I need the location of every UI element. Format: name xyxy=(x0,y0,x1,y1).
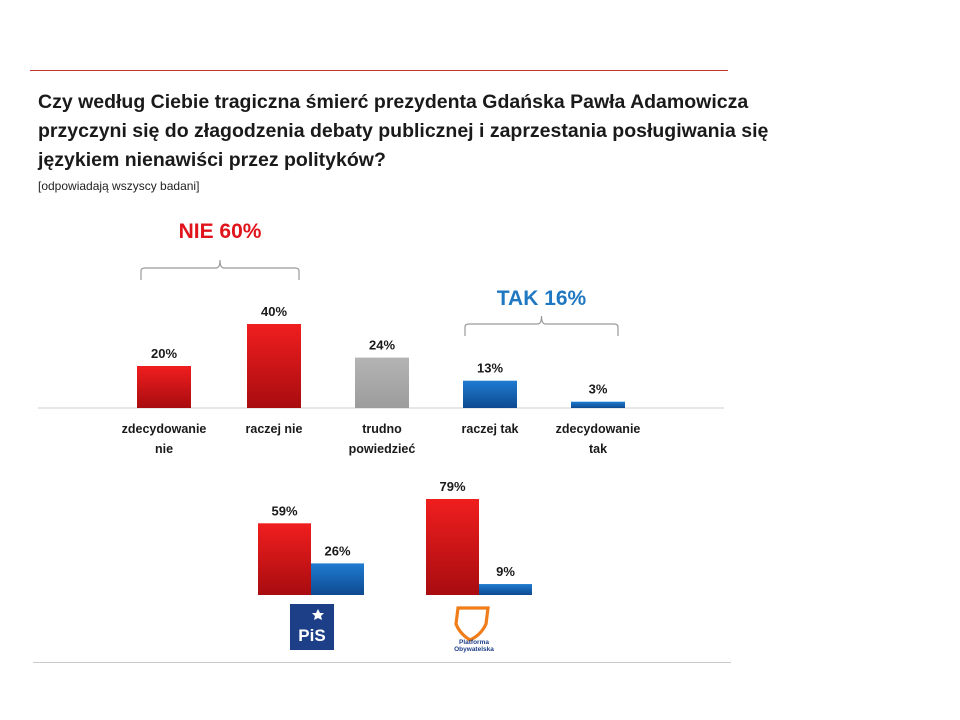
party-bar-0-1 xyxy=(311,563,364,595)
main-bar-value-4: 3% xyxy=(589,382,608,397)
main-category-label-0-1: nie xyxy=(155,442,173,456)
main-bar-value-3: 13% xyxy=(477,361,503,376)
po-logo-text-1: Obywatelska xyxy=(454,646,494,653)
main-category-label-4-1: tak xyxy=(589,442,607,456)
group-brace-1 xyxy=(464,315,619,336)
main-bar-value-0: 20% xyxy=(151,346,177,361)
main-category-label-2-1: powiedzieć xyxy=(349,442,416,456)
party-bar-1-1 xyxy=(479,584,532,595)
party-bar-0-0 xyxy=(258,523,311,595)
main-bar-0 xyxy=(137,366,191,408)
pis-eagle-mark xyxy=(312,609,324,620)
main-bar-1 xyxy=(247,324,301,408)
pis-logo-text: PiS xyxy=(298,626,325,645)
party-bar-value-0-1: 26% xyxy=(324,543,350,558)
main-category-label-3-0: raczej tak xyxy=(462,422,519,436)
top-divider xyxy=(30,70,728,71)
po-shield-icon xyxy=(454,606,490,642)
party-bar-value-1-1: 9% xyxy=(496,564,515,579)
pis-logo: PiS xyxy=(290,604,334,650)
bottom-divider xyxy=(33,662,731,663)
main-bar-4 xyxy=(571,401,625,408)
party-bar-1-0 xyxy=(426,499,479,595)
main-bar-value-2: 24% xyxy=(369,338,395,353)
party-bar-value-0-0: 59% xyxy=(271,503,297,518)
question-subtitle: [odpowiadają wszyscy badani] xyxy=(38,179,200,193)
main-category-label-0-0: zdecydowanie xyxy=(122,422,207,436)
group-label-1: TAK 16% xyxy=(497,287,587,310)
main-category-label-4-0: zdecydowanie xyxy=(556,422,641,436)
main-category-label-2-0: trudno xyxy=(362,422,402,436)
group-brace-0 xyxy=(140,259,300,280)
main-bar-2 xyxy=(355,357,409,408)
party-bar-value-1-0: 79% xyxy=(439,479,465,494)
main-bar-3 xyxy=(463,380,517,408)
main-category-label-1-0: raczej nie xyxy=(246,422,303,436)
po-logo-text-0: Platforma xyxy=(459,639,489,646)
question-title: Czy według Ciebie tragiczna śmierć prezy… xyxy=(38,91,769,171)
group-label-0: NIE 60% xyxy=(179,220,262,243)
main-bar-value-1: 40% xyxy=(261,304,287,319)
